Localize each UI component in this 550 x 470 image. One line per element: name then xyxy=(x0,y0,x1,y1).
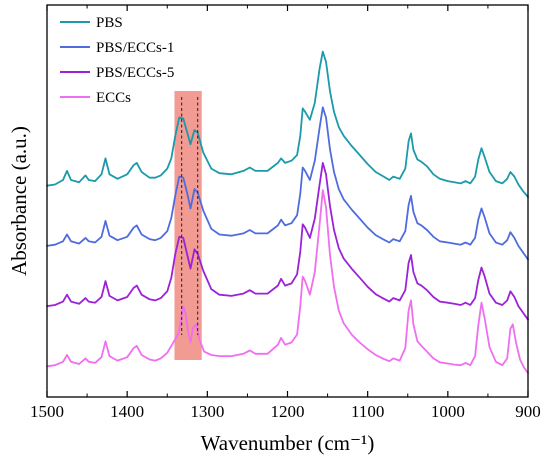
legend-label-2: PBS/ECCs-5 xyxy=(96,65,174,81)
series-layer xyxy=(46,50,529,374)
x-tick-label-4: 1100 xyxy=(351,402,384,421)
series-line-2 xyxy=(46,162,529,321)
y-axis-label: Absorbance (a.u.) xyxy=(7,126,31,276)
legend-label-0: PBS xyxy=(96,15,123,31)
series-line-3 xyxy=(46,189,529,374)
x-tick-label-3: 1200 xyxy=(271,402,305,421)
x-axis-ticks: 1500 1400 1300 1200 1100 1000 900 xyxy=(30,5,541,421)
x-tick-label-1: 1400 xyxy=(110,402,144,421)
series-line-1 xyxy=(46,106,529,261)
x-tick-label-5: 1000 xyxy=(431,402,465,421)
series-line-0 xyxy=(46,50,529,198)
dashed-marker-layer xyxy=(181,97,199,335)
x-tick-label-0: 1500 xyxy=(30,402,64,421)
legend-label-3: ECCs xyxy=(96,90,131,106)
x-tick-label-6: 900 xyxy=(515,402,541,421)
legend: PBS PBS/ECCs-1 PBS/ECCs-5 ECCs xyxy=(60,15,174,106)
x-axis-label: Wavenumber (cm⁻¹) xyxy=(201,431,375,455)
x-tick-label-2: 1300 xyxy=(190,402,224,421)
legend-label-1: PBS/ECCs-1 xyxy=(96,40,174,56)
plot-frame xyxy=(46,4,529,398)
